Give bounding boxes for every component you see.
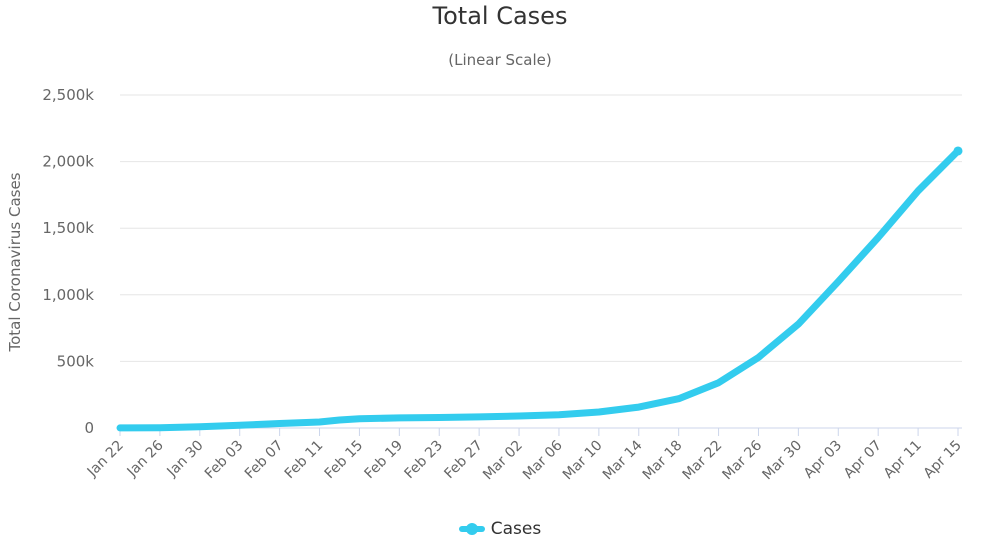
x-tick-label: Apr 11 <box>881 438 925 482</box>
x-tick-label: Mar 30 <box>759 438 805 484</box>
x-tick-label: Feb 11 <box>282 438 327 483</box>
y-tick-label: 2,000k <box>42 153 94 171</box>
gridlines <box>120 94 962 429</box>
x-tick-label: Jan 30 <box>164 438 207 481</box>
y-tick-label: 0 <box>84 419 94 437</box>
x-tick-label: Apr 15 <box>921 438 965 482</box>
y-tick-label: 500k <box>57 352 95 370</box>
chart-title: Total Cases <box>432 2 568 30</box>
y-axis-label: Total Coronavirus Cases <box>6 172 24 352</box>
x-tick-label: Mar 10 <box>560 438 606 484</box>
x-tick-label: Mar 22 <box>680 438 726 484</box>
x-tick-label: Mar 26 <box>720 437 766 483</box>
x-tick-label: Mar 02 <box>480 438 526 484</box>
y-tick-label: 1,500k <box>42 219 94 237</box>
legend-label: Cases <box>490 519 542 539</box>
y-tick-label: 1,000k <box>42 286 94 304</box>
x-tick-label: Mar 14 <box>600 437 646 483</box>
legend-swatch-dot <box>465 523 478 535</box>
chart-subtitle: (Linear Scale) <box>448 51 552 69</box>
x-tick-label: Jan 22 <box>84 438 127 481</box>
legend-swatch-icon <box>458 523 485 535</box>
x-tick-label: Feb 19 <box>362 438 407 483</box>
x-tick-label: Feb 07 <box>242 438 287 483</box>
legend[interactable]: Cases <box>0 519 1000 539</box>
y-tick-label: 2,500k <box>42 86 94 104</box>
x-tick-label: Feb 27 <box>441 438 486 483</box>
x-tick-label: Apr 03 <box>801 438 845 482</box>
x-tick-label: Feb 23 <box>401 438 446 483</box>
series-line-cases <box>116 147 962 432</box>
x-tick-label: Jan 26 <box>124 437 167 480</box>
series-layer <box>116 146 963 432</box>
x-tick-label: Mar 18 <box>640 438 686 484</box>
x-tick-label: Mar 06 <box>520 437 566 483</box>
x-tick-label: Feb 15 <box>322 438 367 483</box>
x-tick-label: Apr 07 <box>841 438 885 482</box>
x-tick-label: Feb 03 <box>202 438 247 483</box>
series-end-marker <box>953 146 963 156</box>
